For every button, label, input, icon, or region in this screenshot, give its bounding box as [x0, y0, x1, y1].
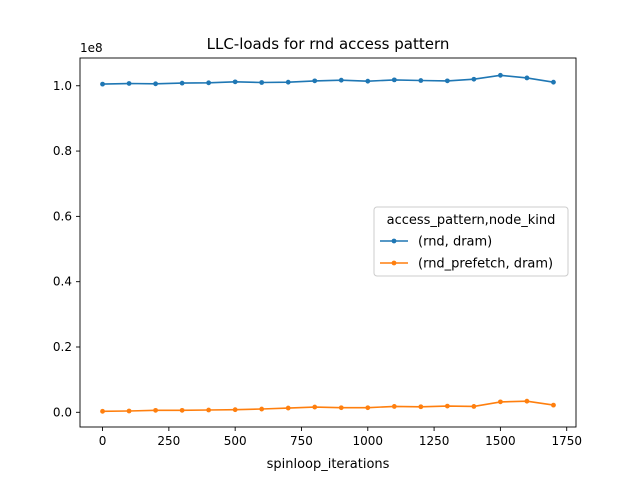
x-tick-label: 750 — [290, 434, 313, 448]
series-layer — [100, 72, 556, 414]
data-point — [100, 408, 105, 414]
data-point — [312, 78, 318, 84]
y-tick-label: 1.0 — [53, 79, 72, 93]
data-point — [551, 79, 556, 85]
y-tick-label: 0.4 — [53, 275, 72, 289]
data-point — [418, 404, 424, 410]
data-point — [444, 78, 450, 84]
data-point — [391, 404, 397, 409]
legend: access_pattern,node_kind (rnd, dram)(rnd… — [373, 206, 569, 277]
chart-title: LLC-loads for rnd access pattern — [207, 35, 450, 53]
data-point — [153, 81, 158, 87]
data-point — [259, 80, 265, 85]
data-point — [232, 79, 238, 85]
data-point — [126, 81, 132, 86]
data-point — [551, 402, 556, 408]
legend-entry-label: (rnd_prefetch, dram) — [418, 257, 553, 272]
data-point — [206, 80, 212, 86]
x-tick-label: 1750 — [551, 434, 582, 448]
data-point — [153, 407, 158, 413]
data-point — [498, 399, 503, 405]
data-point — [365, 405, 371, 411]
data-point — [100, 81, 105, 87]
data-point — [232, 407, 238, 413]
legend-title: access_pattern,node_kind — [387, 213, 556, 228]
data-point — [179, 80, 185, 86]
data-point — [418, 78, 424, 83]
legend-box — [373, 206, 569, 277]
x-tick-label: 1250 — [419, 434, 450, 448]
data-point — [285, 405, 291, 411]
data-point — [391, 77, 397, 83]
x-tick-label: 1000 — [353, 434, 384, 448]
y-tick-label: 0.2 — [53, 340, 72, 354]
plot-frame — [79, 57, 577, 428]
legend-entries: (rnd, dram) (rnd_prefetch, dram) — [380, 235, 553, 272]
series-line-1 — [102, 400, 554, 413]
data-point — [498, 72, 503, 78]
x-axis: 0 250 500 750 1000 1250 1500 1750 — [99, 427, 582, 448]
data-point — [206, 407, 212, 413]
x-tick-label: 0 — [99, 434, 107, 448]
series-line-0 — [102, 74, 554, 85]
y-scale-label: 1e8 — [80, 41, 103, 55]
data-point — [444, 403, 450, 409]
data-point — [365, 78, 371, 84]
x-tick-label: 1500 — [485, 434, 516, 448]
y-axis: 0.0 0.2 0.4 0.6 0.8 1.0 — [53, 79, 80, 419]
data-point — [524, 398, 530, 404]
data-point — [179, 407, 185, 413]
legend-entry-label: (rnd, dram) — [418, 235, 492, 250]
legend-swatch-marker — [391, 238, 397, 244]
data-point — [471, 404, 477, 409]
data-point — [312, 404, 318, 410]
data-point — [126, 408, 132, 414]
data-point — [285, 79, 291, 85]
data-point — [524, 75, 530, 81]
x-axis-label: spinloop_iterations — [267, 457, 390, 472]
y-tick-label: 0.6 — [53, 209, 72, 223]
y-tick-label: 0.0 — [53, 405, 72, 419]
x-tick-label: 500 — [224, 434, 247, 448]
data-point — [338, 405, 344, 411]
data-point — [338, 77, 344, 83]
y-tick-label: 0.8 — [53, 144, 72, 158]
plot-area — [79, 57, 577, 428]
legend-swatch-marker — [391, 260, 397, 266]
x-tick-label: 250 — [157, 434, 180, 448]
data-point — [471, 76, 477, 82]
data-point — [259, 406, 265, 412]
